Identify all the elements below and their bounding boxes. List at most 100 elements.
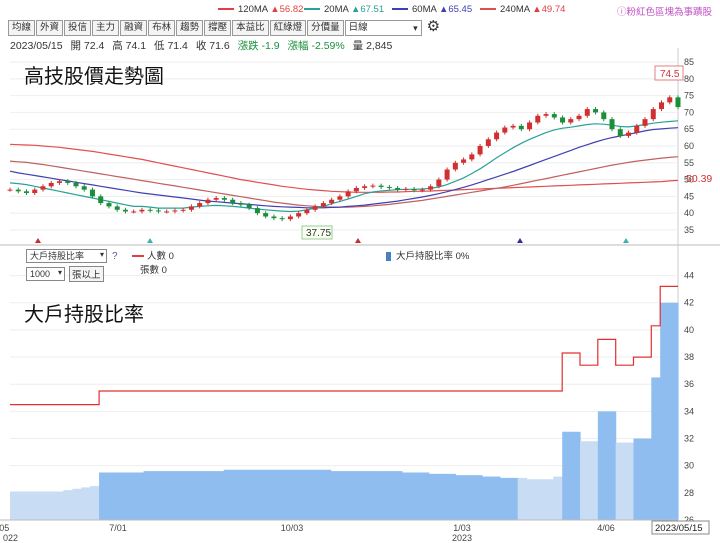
holding-bar xyxy=(116,472,127,520)
candle-body xyxy=(122,209,128,212)
holding-bar xyxy=(597,411,608,520)
holding-bar xyxy=(642,438,652,520)
holding-bar xyxy=(499,477,510,520)
candle-body xyxy=(296,213,302,217)
toolbar-button-bollinger[interactable]: 布林 xyxy=(148,20,176,36)
toolbar-button-foreign[interactable]: 外資 xyxy=(36,20,64,36)
candle-body xyxy=(131,211,137,213)
holding-bar xyxy=(553,476,563,520)
x-label-oct: 10/03 xyxy=(281,523,304,533)
holding-bar xyxy=(535,479,545,520)
ma-legend: 120MA ▲56.82 20MA ▲67.51 60MA ▲65.45 240… xyxy=(0,0,720,18)
upper-y-tick-label: 50 xyxy=(684,175,694,185)
candle-body xyxy=(65,181,71,183)
toolbar-button-price-volume[interactable]: 分價量 xyxy=(307,20,344,36)
ma240-line xyxy=(9,143,679,193)
candle-body xyxy=(568,119,574,123)
candle-body xyxy=(238,203,244,205)
lower-y-tick-label: 34 xyxy=(684,406,694,416)
toolbar-button-support[interactable]: 撐壓 xyxy=(204,20,232,36)
toolbar-button-margin[interactable]: 融資 xyxy=(120,20,148,36)
holding-bar xyxy=(401,472,412,520)
holding-bar xyxy=(437,473,448,520)
legend-ma120: 120MA ▲56.82 xyxy=(218,4,303,15)
candle-body xyxy=(106,203,112,207)
toolbar-button-ma[interactable]: 均線 xyxy=(8,20,36,36)
upper-y-tick-label: 35 xyxy=(684,225,694,235)
legend-lots: 張數 0 xyxy=(140,265,167,276)
holding-bar xyxy=(482,476,492,520)
candle-body xyxy=(659,102,665,110)
holding-bar xyxy=(633,438,643,520)
candle-body xyxy=(502,127,508,133)
help-icon[interactable]: ? xyxy=(112,250,118,262)
x-label-year-2022: 022 xyxy=(3,533,18,543)
toolbar-button-pe[interactable]: 本益比 xyxy=(232,20,269,36)
lower-y-tick-label: 30 xyxy=(684,461,694,471)
ohlc-readout: 2023/05/15 開 72.4 高 74.1 低 71.4 收 71.6 漲… xyxy=(10,38,397,53)
lower-y-tick-label: 40 xyxy=(684,325,694,335)
ma240-price-label: 50.39 xyxy=(686,173,712,185)
candle-body xyxy=(667,97,673,103)
x-label-apr: 4/06 xyxy=(597,523,615,533)
candle-body xyxy=(246,204,252,209)
holding-bar xyxy=(464,475,474,520)
upper-y-tick-label: 85 xyxy=(684,57,694,67)
holding-bar xyxy=(410,472,421,520)
ma120-line xyxy=(9,156,679,208)
candle-body xyxy=(428,186,434,190)
candle-body xyxy=(601,112,607,120)
lower-controls: 大戶持股比率 ? 1000 張以上 xyxy=(26,249,118,282)
ohlc-volume: 量 2,845 xyxy=(352,40,393,52)
candle-body xyxy=(271,216,277,219)
candle-body xyxy=(320,203,326,207)
x-label-jul: 7/01 xyxy=(109,523,127,533)
current-date-box xyxy=(651,520,710,535)
candle-body xyxy=(584,109,590,116)
holding-bar xyxy=(161,471,171,520)
candle-body xyxy=(345,191,351,197)
holding-bar xyxy=(544,479,554,520)
lower-y-tick-label: 38 xyxy=(684,352,694,362)
toolbar-button-trend[interactable]: 趨勢 xyxy=(176,20,204,36)
holding-bar xyxy=(295,469,305,520)
ohlc-pct: 漲幅 -2.59% xyxy=(287,40,345,52)
x-label-year-2023: 2023 xyxy=(452,533,472,543)
toolbar-button-main-force[interactable]: 主力 xyxy=(92,20,120,36)
holding-bar xyxy=(339,471,350,520)
holding-bar xyxy=(143,471,154,520)
holding-bar xyxy=(330,471,341,520)
candle-body xyxy=(180,209,186,211)
holding-bar xyxy=(223,469,234,520)
high-price-label: 74.5 xyxy=(660,69,680,80)
holding-bar xyxy=(651,377,661,520)
holding-bar xyxy=(27,491,38,520)
candle-body xyxy=(48,182,54,187)
indicator-select[interactable]: 大戶持股比率 xyxy=(26,249,107,263)
gear-icon[interactable]: ⚙ xyxy=(426,18,441,35)
candle-body xyxy=(205,199,211,204)
toolbar-button-traffic-light[interactable]: 紅綠燈 xyxy=(269,20,307,36)
candle-body xyxy=(675,97,681,108)
holding-bar xyxy=(490,476,501,520)
lots-select[interactable]: 1000 xyxy=(26,267,65,281)
legend-ma240: 240MA ▲49.74 xyxy=(480,4,565,15)
holding-bar xyxy=(303,469,314,520)
holding-bar xyxy=(134,472,145,520)
ohlc-high: 高 74.1 xyxy=(112,40,147,52)
pink-block-note[interactable]: ⓘ粉紅色區塊為事蹟股 xyxy=(616,7,712,18)
candle-body xyxy=(263,213,269,217)
candle-body xyxy=(527,122,533,130)
holding-bar xyxy=(624,442,635,520)
candle-body xyxy=(477,146,483,155)
period-select[interactable]: 日線 xyxy=(344,20,422,36)
low-price-label: 37.75 xyxy=(306,228,331,239)
candle-body xyxy=(155,210,161,212)
toolbar-button-trust[interactable]: 投信 xyxy=(64,20,92,36)
candle-body xyxy=(40,186,46,190)
signal-marker xyxy=(355,238,361,243)
holding-bar xyxy=(214,471,225,520)
candle-body xyxy=(32,189,38,193)
candle-body xyxy=(411,188,417,191)
